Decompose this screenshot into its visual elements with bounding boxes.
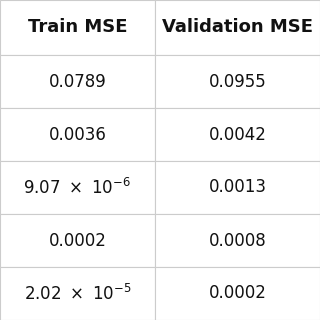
- Text: $2.02\ \times\ 10^{-5}$: $2.02\ \times\ 10^{-5}$: [24, 284, 131, 304]
- Text: Train MSE: Train MSE: [28, 19, 127, 36]
- Text: 0.0002: 0.0002: [209, 284, 266, 302]
- Text: 0.0042: 0.0042: [209, 125, 266, 143]
- Bar: [155, 267, 320, 320]
- Bar: [0, 214, 155, 267]
- Bar: [155, 161, 320, 214]
- Bar: [0, 161, 155, 214]
- Text: 0.0036: 0.0036: [49, 125, 106, 143]
- Text: $9.07\ \times\ 10^{-6}$: $9.07\ \times\ 10^{-6}$: [23, 178, 132, 197]
- Text: 0.0789: 0.0789: [49, 73, 106, 91]
- Bar: [0, 55, 155, 108]
- Bar: [155, 0, 320, 55]
- Text: 0.0955: 0.0955: [209, 73, 266, 91]
- Text: 0.0013: 0.0013: [208, 179, 267, 196]
- Text: Validation MSE: Validation MSE: [162, 19, 313, 36]
- Bar: [0, 108, 155, 161]
- Bar: [155, 108, 320, 161]
- Bar: [0, 267, 155, 320]
- Bar: [0, 0, 155, 55]
- Bar: [155, 55, 320, 108]
- Text: 0.0008: 0.0008: [209, 231, 266, 250]
- Bar: [155, 214, 320, 267]
- Text: 0.0002: 0.0002: [49, 231, 106, 250]
